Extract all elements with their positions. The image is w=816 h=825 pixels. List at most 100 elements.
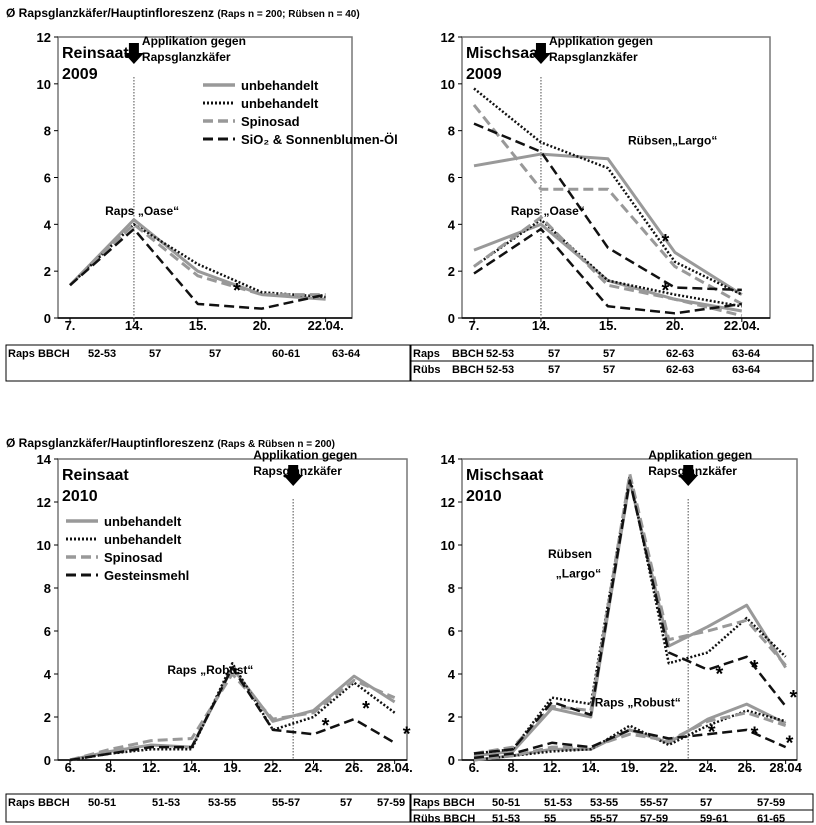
header-sub: (Raps n = 200; Rübsen n = 40) (217, 9, 360, 20)
x-tick-label: 8. (508, 760, 519, 775)
significance-star: * (322, 715, 330, 737)
bbch-cell: BBCH (452, 364, 484, 376)
annotation-label: „Largo“ (556, 566, 601, 580)
bbch-cell: Rübs (413, 364, 441, 376)
bbch-table (5, 793, 411, 823)
y-tick-label: 6 (448, 624, 455, 639)
significance-star: * (661, 231, 669, 253)
bbch-cell: 51-53 (492, 813, 520, 825)
series-line-gray-solid (473, 152, 743, 296)
panel-label: Reinsaat (62, 467, 129, 484)
application-label: Rapsglanzkäfer (253, 464, 342, 478)
y-tick-label: 10 (37, 77, 51, 92)
significance-star: * (751, 724, 759, 746)
bbch-cell: 62-63 (666, 364, 694, 376)
bbch-cell: 57 (548, 364, 560, 376)
x-tick-label: 26. (345, 760, 363, 775)
x-tick-label: 20. (253, 318, 271, 333)
y-tick-label: 8 (448, 581, 455, 596)
bbch-cell: 57-59 (640, 813, 668, 825)
application-arrow-icon (283, 465, 304, 486)
significance-star: * (751, 657, 759, 679)
x-tick-label: 26. (738, 760, 756, 775)
application-label: Applikation gegen (142, 34, 246, 48)
application-label: Applikation gegen (648, 448, 752, 462)
x-tick-label: 14. (532, 318, 550, 333)
x-tick-label: 24. (304, 760, 322, 775)
y-tick-label: 2 (44, 264, 51, 279)
bbch-cell: 55-57 (272, 797, 300, 809)
bbch-cell: 52-53 (486, 348, 514, 360)
series-line-black-dashed (473, 227, 742, 315)
bbch-table (410, 793, 814, 823)
series-line-black-dotted (473, 218, 743, 308)
x-tick-label: 6. (65, 760, 76, 775)
application-arrow-icon (530, 43, 551, 64)
series-line-gray-dashed (473, 711, 787, 762)
application-label: Rapsglanzkäfer (648, 464, 737, 478)
series-line-gray-dashed (473, 472, 787, 756)
bbch-cell: 57 (603, 364, 615, 376)
bbch-cell: 52-53 (486, 364, 514, 376)
panel-label: Reinsaat (62, 45, 129, 62)
bbch-cell: 52-53 (88, 348, 116, 360)
y-tick-label: 2 (44, 710, 51, 725)
significance-star: * (362, 698, 370, 720)
y-tick-label: 10 (441, 538, 455, 553)
y-tick-label: 10 (37, 538, 51, 553)
bbch-cell: 61-65 (757, 813, 785, 825)
bbch-table (410, 344, 814, 382)
significance-star: * (786, 732, 794, 754)
significance-star: * (790, 687, 798, 709)
bbch-table (5, 344, 411, 382)
legend-label: unbehandelt (104, 514, 182, 529)
series-line-black-dashed (473, 728, 787, 760)
legend-label: SiO₂ & Sonnenblumen-Öl (241, 132, 398, 147)
x-tick-label: 28.04 (769, 760, 802, 775)
x-tick-label: 14. (582, 760, 600, 775)
bbch-cell: 57 (340, 797, 352, 809)
bbch-cell: Raps BBCH (8, 348, 70, 360)
y-tick-label: 12 (441, 495, 455, 510)
significance-star: * (233, 280, 241, 302)
x-tick-label: 8. (105, 760, 116, 775)
x-tick-label: 20. (666, 318, 684, 333)
annotation-label: Raps „Robust“ (595, 695, 681, 709)
bbch-cell: 50-51 (492, 797, 520, 809)
series-line-black-dashed (69, 666, 396, 762)
annotation-label: Rübsen„Largo“ (628, 134, 717, 148)
y-tick-label: 6 (44, 171, 51, 186)
x-tick-label: 7. (469, 318, 480, 333)
y-tick-label: 12 (37, 495, 51, 510)
legend-label: Spinosad (104, 550, 163, 565)
panel-label: 2009 (62, 66, 98, 83)
x-tick-label: 22.04. (308, 318, 344, 333)
annotation-label: Raps „Oase“ (105, 204, 179, 218)
bbch-cell: 59-61 (700, 813, 728, 825)
series-line-black-dashed (69, 227, 326, 310)
panel-label: 2009 (466, 66, 502, 83)
y-tick-label: 6 (448, 171, 455, 186)
application-label: Applikation gegen (253, 448, 357, 462)
x-tick-label: 28.04. (377, 760, 413, 775)
legend-label: unbehandelt (104, 532, 182, 547)
bbch-cell: 53-55 (590, 797, 618, 809)
y-tick-label: 4 (448, 217, 456, 232)
panel-label: Mischsaat (466, 467, 544, 484)
series-line-gray-dashed (69, 672, 396, 762)
series-line-black-dotted (473, 474, 787, 755)
y-tick-label: 4 (44, 667, 52, 682)
y-tick-label: 8 (44, 124, 51, 139)
series-line-gray-solid (68, 218, 326, 301)
y-tick-label: 14 (441, 452, 456, 467)
application-label: Rapsglanzkäfer (142, 50, 231, 64)
bbch-cell: 57-59 (757, 797, 785, 809)
bbch-cell: BBCH (452, 348, 484, 360)
series-line-black-dotted (473, 87, 743, 296)
y-tick-label: 0 (44, 753, 51, 768)
bbch-cell: 60-61 (272, 348, 300, 360)
y-tick-label: 8 (44, 581, 51, 596)
application-label: Applikation gegen (549, 34, 653, 48)
y-tick-label: 4 (44, 217, 52, 232)
